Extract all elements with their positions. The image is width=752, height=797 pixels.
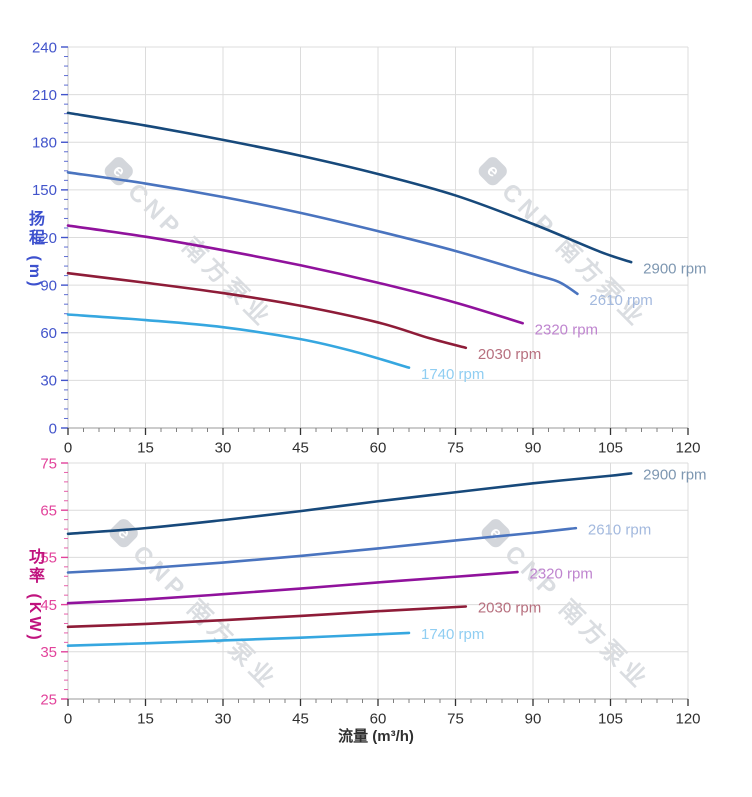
- y-tick-label: 0: [49, 420, 57, 437]
- y-tick-label: 30: [40, 373, 57, 390]
- x-tick-label: 0: [64, 710, 72, 727]
- series-label: 2030 rpm: [478, 600, 541, 617]
- series-label: 2610 rpm: [589, 292, 652, 309]
- y-tick-label: 45: [40, 597, 57, 614]
- y-tick-label: 180: [32, 135, 57, 152]
- x-tick-label: 105: [598, 710, 623, 727]
- y-tick-label: 150: [32, 182, 57, 199]
- y-tick-label: 75: [40, 455, 57, 472]
- power-chart-curve-2030-rpm: [66, 605, 468, 629]
- x-tick-label: 60: [370, 439, 387, 456]
- x-tick-label: 60: [370, 710, 387, 727]
- power-chart-curve-2900-rpm: [66, 472, 633, 536]
- series-label: 2320 rpm: [535, 321, 598, 338]
- y-tick-label: 210: [32, 87, 57, 104]
- head-chart: 0 30 60 90 120 150 180 210 240 0 15 30 45 60 75 90 105 12…: [32, 39, 707, 456]
- y-tick-label: 240: [32, 39, 57, 56]
- power-axis-title: 功率 (KW): [26, 548, 43, 643]
- power-chart-curve-2320-rpm: [66, 570, 519, 605]
- x-tick-label: 0: [64, 439, 72, 456]
- series-label: 2030 rpm: [478, 346, 541, 363]
- series-label: 2900 rpm: [643, 260, 706, 277]
- head-chart-curve-1740-rpm: [66, 313, 411, 369]
- power-chart-curve-1740-rpm: [66, 631, 411, 647]
- x-tick-label: 75: [447, 439, 464, 456]
- x-tick-label: 90: [525, 710, 542, 727]
- series-label: 1740 rpm: [421, 626, 484, 643]
- x-tick-label: 45: [292, 710, 309, 727]
- y-tick-label: 120: [32, 230, 57, 247]
- head-chart-curve-2610-rpm: [66, 171, 579, 296]
- head-chart-curve-2030-rpm: [66, 271, 468, 350]
- series-label: 2610 rpm: [588, 521, 651, 538]
- series-label: 1740 rpm: [421, 366, 484, 383]
- y-tick-label: 90: [40, 277, 57, 294]
- flow-axis-title: 流量 (m³/h): [338, 728, 414, 745]
- y-tick-label: 25: [40, 691, 57, 708]
- x-tick-label: 75: [447, 710, 464, 727]
- head-chart-curve-2320-rpm: [66, 224, 524, 325]
- power-chart-curve-2610-rpm: [66, 526, 578, 574]
- y-tick-label: 35: [40, 644, 57, 661]
- x-tick-label: 15: [137, 710, 154, 727]
- series-label: 2320 rpm: [530, 565, 593, 582]
- series-label: 2900 rpm: [643, 467, 706, 484]
- x-tick-label: 30: [215, 439, 232, 456]
- x-tick-label: 105: [598, 439, 623, 456]
- power-chart: 25 35 45 55 65 75 0 15 30 45 60 75 90 105 120 2900 rpm 2…: [40, 455, 706, 727]
- x-tick-label: 120: [675, 439, 700, 456]
- x-tick-label: 30: [215, 710, 232, 727]
- x-tick-label: 15: [137, 439, 154, 456]
- y-tick-label: 60: [40, 325, 57, 342]
- x-tick-label: 120: [675, 710, 700, 727]
- x-tick-label: 45: [292, 439, 309, 456]
- x-tick-label: 90: [525, 439, 542, 456]
- head-chart-curve-2900-rpm: [66, 111, 633, 264]
- head-axis-title: 扬程 (m): [26, 210, 43, 290]
- y-tick-label: 65: [40, 502, 57, 519]
- y-tick-label: 55: [40, 550, 57, 567]
